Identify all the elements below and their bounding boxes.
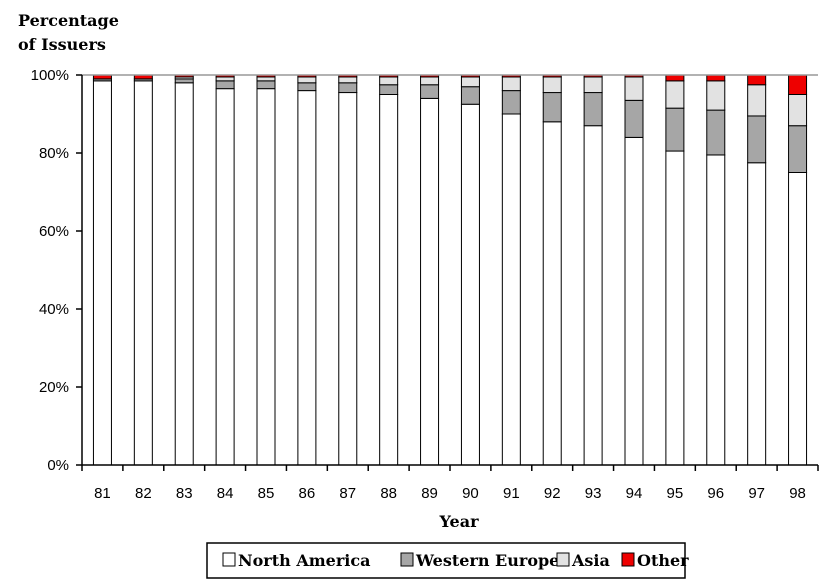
bar-segment-asia-97 [747,84,767,117]
bar-segment-western-europe-83 [174,78,194,84]
bar-segment-western-europe-92 [542,92,562,123]
bar-segment-asia-96 [706,80,726,111]
bar-segment-western-europe-97 [747,115,767,164]
x-tick-label: 98 [789,485,806,502]
legend: North America Western Europe Asia Other [206,542,689,579]
legend-frame [206,542,686,579]
x-tick-label: 85 [258,485,275,502]
x-tick-label: 84 [217,485,234,502]
bar-segment-north-america-88 [379,94,399,466]
x-tick-label: 93 [585,485,602,502]
bar-segment-western-europe-89 [420,84,440,99]
bar-segment-asia-93 [583,76,603,94]
bar-segment-western-europe-87 [338,82,358,94]
x-tick-label: 90 [462,485,479,502]
y-tick-label: 80% [39,145,69,162]
bar-segment-north-america-97 [747,162,767,466]
bar-segment-western-europe-84 [215,80,235,90]
bar-segment-asia-94 [624,76,644,101]
bar-segment-north-america-95 [665,150,685,466]
bar-segment-north-america-89 [420,97,440,466]
bar-segment-north-america-93 [583,125,603,466]
y-tick-label: 40% [39,301,69,318]
bar-segment-north-america-92 [542,121,562,466]
bar-segment-asia-98 [788,94,808,127]
y-tick-label: 20% [39,379,69,396]
bar-segment-western-europe-85 [256,80,276,90]
x-tick-label: 92 [544,485,561,502]
bar-segment-north-america-94 [624,136,644,466]
bar-segment-other-97 [747,74,767,86]
x-tick-label: 96 [707,485,724,502]
bar-segment-north-america-83 [174,82,194,466]
bar-segment-western-europe-90 [460,86,480,105]
tick-labels-layer: 0% 20% 40% 60% 80% 100% 81 82 83 84 85 86 87 88 89 90 91… [31,67,806,502]
bar-segment-asia-89 [420,76,440,86]
bar-segment-western-europe-86 [297,82,317,92]
bars-layer [92,74,808,466]
bar-segment-north-america-98 [788,172,808,466]
bar-segment-western-europe-96 [706,109,726,156]
x-tick-label: 81 [94,485,111,502]
bar-segment-other-98 [788,74,808,95]
bar-segment-western-europe-91 [501,90,521,115]
bar-segment-asia-95 [665,80,685,109]
bar-segment-western-europe-93 [583,92,603,127]
bar-segment-other-96 [706,74,726,82]
bar-segment-western-europe-98 [788,125,808,173]
legend-swatch-north-america [222,552,236,567]
bar-segment-north-america-82 [133,80,153,466]
y-axis-title-line-1: Percentage [18,11,119,30]
y-tick-label: 100% [31,67,69,84]
bar-segment-north-america-81 [92,80,112,466]
legend-items: North America Western Europe Asia Other [222,551,689,570]
legend-label-north-america: North America [238,551,370,570]
axes-layer [76,74,819,471]
x-axis-title: Year [438,512,479,531]
bar-segment-north-america-91 [501,113,521,466]
x-tick-label: 88 [380,485,397,502]
bar-segment-north-america-85 [256,88,276,466]
bar-segment-asia-85 [256,76,276,82]
bar-segment-asia-86 [297,76,317,84]
legend-label-other: Other [637,551,689,570]
x-tick-label: 97 [748,485,765,502]
x-tick-label: 86 [299,485,316,502]
x-tick-label: 95 [667,485,684,502]
bar-segment-north-america-96 [706,154,726,466]
bar-segment-western-europe-94 [624,99,644,138]
bar-segment-north-america-90 [460,103,480,466]
x-tick-label: 91 [503,485,520,502]
bar-segment-asia-87 [338,76,358,84]
y-tick-label: 60% [39,223,69,240]
bar-segment-asia-92 [542,76,562,94]
bar-segment-north-america-86 [297,90,317,466]
bar-segment-asia-91 [501,76,521,92]
x-tick-label: 87 [339,485,356,502]
legend-swatch-western-europe [400,552,414,567]
bar-segment-other-95 [665,74,685,82]
bar-segment-asia-88 [379,76,399,86]
legend-label-western-europe: Western Europe [415,551,559,570]
bar-segment-western-europe-95 [665,107,685,152]
x-tick-label: 89 [421,485,438,502]
legend-swatch-asia [556,552,570,567]
legend-swatch-other [621,552,635,567]
bar-segment-asia-90 [460,76,480,88]
y-tick-label: 0% [47,457,69,474]
legend-label-asia: Asia [571,551,610,570]
bar-segment-asia-84 [215,76,235,82]
x-tick-label: 83 [176,485,193,502]
bar-segment-north-america-84 [215,88,235,466]
y-axis-title-line-2: of Issuers [18,35,106,54]
bar-segment-north-america-87 [338,92,358,466]
x-tick-label: 94 [626,485,643,502]
y-axis-title: Percentage of Issuers [18,11,119,54]
bar-segment-western-europe-88 [379,84,399,95]
x-tick-label: 82 [135,485,152,502]
